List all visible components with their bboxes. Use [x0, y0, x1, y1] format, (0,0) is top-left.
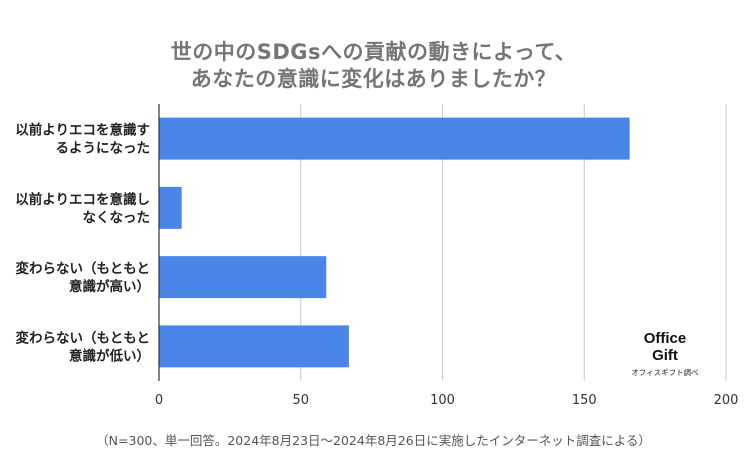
bar [159, 256, 327, 299]
x-tick-label: 150 [572, 393, 597, 408]
logo-line-2: Gift [652, 347, 678, 364]
bar [159, 186, 182, 229]
category-label: 意識が高い） [69, 278, 150, 295]
x-tick-label: 100 [430, 393, 455, 408]
category-label: 以前よりエコを意識し [15, 191, 150, 208]
survey-footnote: （N=300、単一回答。2024年8月23日〜2024年8月26日に実施したイン… [96, 433, 651, 448]
x-tick-label: 200 [714, 393, 739, 408]
bar [159, 325, 349, 368]
bar [159, 117, 630, 160]
category-label: 意識が低い） [69, 347, 150, 364]
office-gift-logo: Office Gift オフィスギフト調べ [617, 330, 713, 386]
x-tick-label: 50 [292, 393, 309, 408]
logo-line-1: Office [643, 330, 687, 347]
chart-title-line-1: 世の中のSDGsへの貢献の動きによって、 [170, 40, 577, 64]
category-label: るようになった [56, 141, 151, 157]
x-tick-label: 0 [155, 393, 163, 408]
category-label: 変わらない（もともと [16, 260, 150, 277]
category-label: 以前よりエコを意識す [15, 122, 150, 139]
category-label: 変わらない（もともと [16, 329, 150, 346]
logo-caption: オフィスギフト調べ [631, 368, 699, 377]
category-label: なくなった [83, 210, 151, 226]
chart-title-line-2: あなたの意識に変化はありましたか？ [190, 67, 557, 91]
